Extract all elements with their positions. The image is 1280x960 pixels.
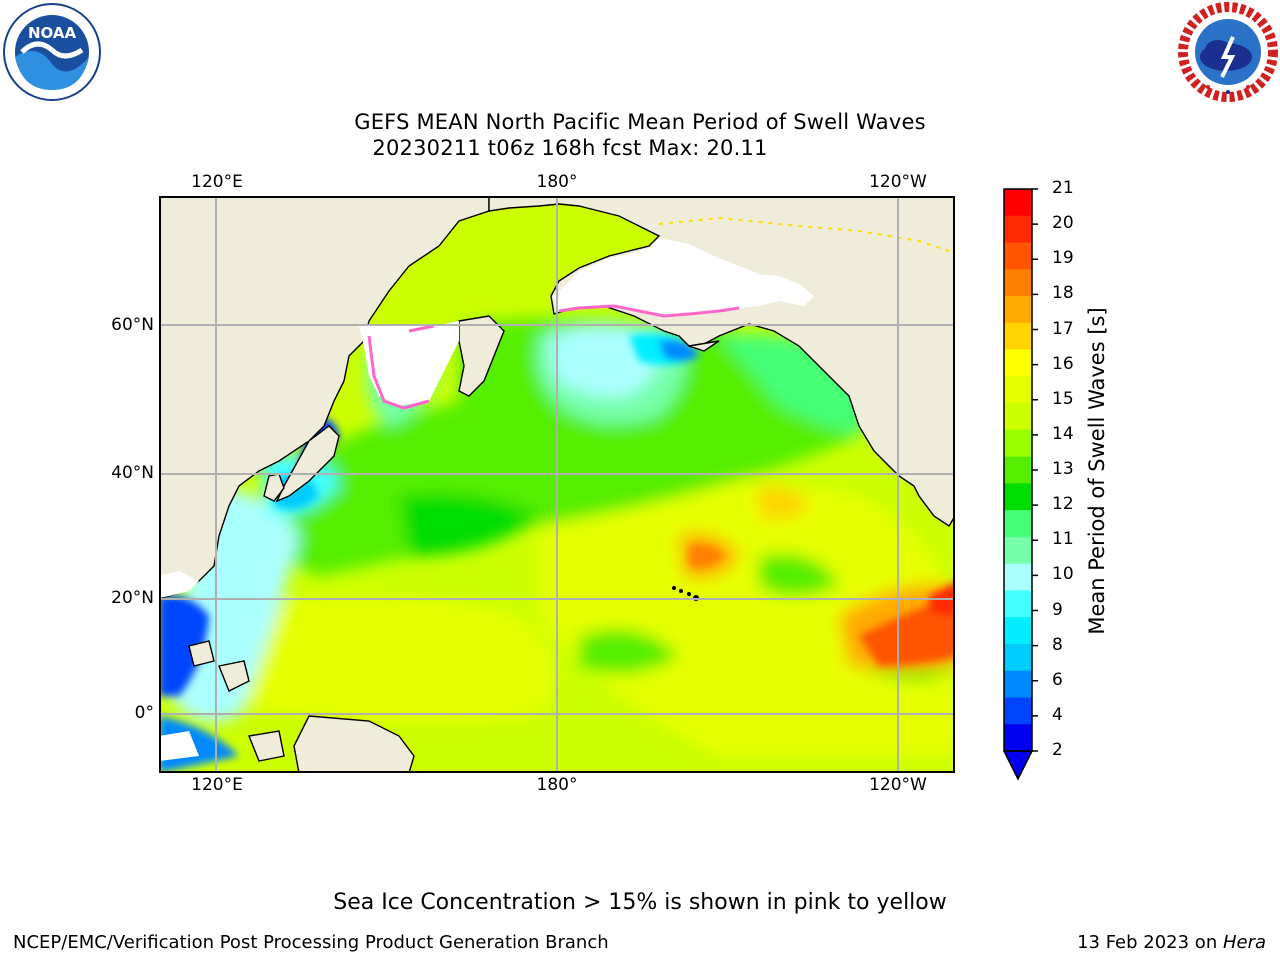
colorbar-tick-label: 18 <box>1052 283 1074 304</box>
colorbar-swatch <box>1004 536 1032 565</box>
colorbar-tick-label: 12 <box>1052 494 1074 515</box>
colorbar-extend-arrow <box>1002 750 1034 781</box>
colorbar-tick-label: 14 <box>1052 423 1074 444</box>
colorbar-swatch <box>1004 643 1032 672</box>
colorbar-swatch <box>1004 322 1032 351</box>
nws-logo <box>1178 2 1278 102</box>
colorbar-tick-label: 19 <box>1052 248 1074 269</box>
colorbar-tick-label: 13 <box>1052 459 1074 479</box>
lon-label-bottom-120e: 120°E <box>191 775 243 795</box>
colorbar-swatch <box>1004 724 1032 752</box>
colorbar-swatch <box>1004 429 1032 458</box>
colorbar-swatch <box>1004 456 1032 484</box>
colorbar-swatch <box>1004 376 1032 404</box>
colorbar-tick-label: 8 <box>1052 634 1063 655</box>
lat-label-0: 0° <box>134 703 154 723</box>
credit-date-text: 13 Feb 2023 on <box>1077 932 1223 953</box>
credit-date: 13 Feb 2023 on Hera <box>1077 932 1266 953</box>
colorbar-swatch <box>1004 403 1032 431</box>
colorbar-swatch <box>1004 590 1032 618</box>
colorbar-tick-label: 15 <box>1052 388 1074 409</box>
colorbar-tick-label: 16 <box>1052 353 1074 374</box>
colorbar-swatch <box>1004 617 1032 645</box>
colorbar-tick-label: 20 <box>1052 213 1074 234</box>
lon-label-bottom-180: 180° <box>536 775 578 795</box>
colorbar-tick-label: 6 <box>1052 669 1063 690</box>
colorbar-label: Mean Period of Swell Waves [s] <box>1085 307 1109 635</box>
colorbar-swatch <box>1004 563 1032 591</box>
colorbar-swatch <box>1004 697 1032 725</box>
lon-label-top-120w: 120°W <box>869 172 927 192</box>
credit-machine: Hera <box>1222 932 1266 953</box>
lon-label-top-180: 180° <box>536 172 578 192</box>
credit-branch: NCEP/EMC/Verification Post Processing Pr… <box>13 932 609 953</box>
colorbar-tick-label: 17 <box>1052 318 1074 339</box>
colorbar-swatch <box>1004 510 1032 538</box>
colorbar-swatch <box>1004 349 1032 377</box>
colorbar-tick-label: 21 <box>1052 178 1074 198</box>
chart-subtitle: 20230211 t06z 168h fcst Max: 20.11 <box>372 136 768 160</box>
colorbar-swatch <box>1004 483 1032 511</box>
lat-label-20n: 20°N <box>111 588 154 608</box>
lon-label-bottom-120w: 120°W <box>869 775 927 795</box>
colorbar-swatch <box>1004 269 1032 297</box>
colorbar-tick-label: 9 <box>1052 599 1063 620</box>
colorbar-swatch <box>1004 296 1032 324</box>
sea-ice-note: Sea Ice Concentration > 15% is shown in … <box>333 890 947 915</box>
colorbar-tick-label: 4 <box>1052 704 1063 725</box>
lat-label-60n: 60°N <box>111 315 154 335</box>
lat-label-40n: 40°N <box>111 463 154 483</box>
colorbar <box>1002 188 1038 781</box>
colorbar-swatch <box>1004 242 1032 270</box>
noaa-logo: NOAA <box>3 3 101 101</box>
lon-label-top-120e: 120°E <box>191 172 243 192</box>
colorbar-tick-label: 11 <box>1052 529 1074 550</box>
colorbar-tick-label: 2 <box>1052 740 1063 760</box>
colorbar-swatch <box>1004 189 1032 217</box>
chart-title: GEFS MEAN North Pacific Mean Period of S… <box>354 110 926 134</box>
colorbar-swatch <box>1004 215 1032 244</box>
colorbar-swatch <box>1004 670 1032 698</box>
svg-text:NOAA: NOAA <box>28 24 77 42</box>
colorbar-tick-label: 10 <box>1052 564 1074 585</box>
swell-period-map <box>159 196 955 773</box>
